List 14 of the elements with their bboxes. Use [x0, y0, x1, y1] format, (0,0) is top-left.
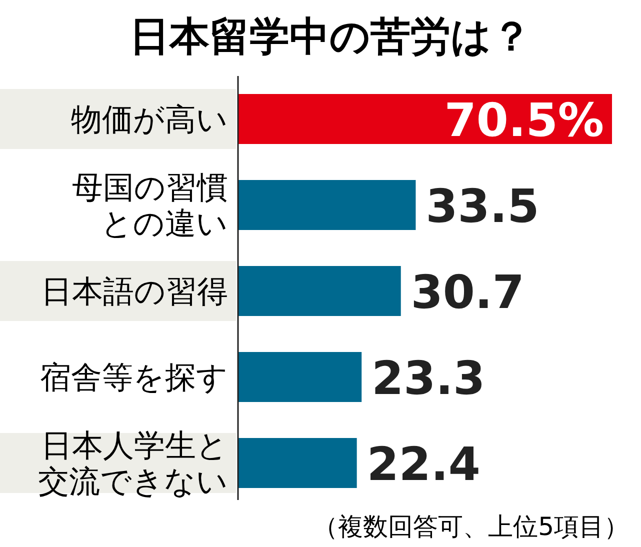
- category-label: 日本語の習得: [41, 274, 228, 310]
- value-label: 33.5: [426, 179, 540, 233]
- category-label: との違い: [101, 206, 228, 242]
- category-label: 物価が高い: [71, 102, 228, 138]
- value-label: 22.4: [366, 437, 480, 491]
- title: 日本留学中の苦労は？: [130, 14, 532, 60]
- value-label: 23.3: [372, 351, 486, 405]
- value-label: 30.7: [410, 265, 524, 319]
- category-label: 母国の習慣: [72, 170, 228, 206]
- annotation: （複数回答可、上位5項目）: [313, 512, 629, 541]
- value-label: 70.5%: [444, 93, 604, 147]
- category-label: 日本人学生と: [41, 428, 228, 464]
- category-label: 交流できない: [38, 464, 228, 500]
- category-label: 宿舎等を探す: [40, 360, 228, 396]
